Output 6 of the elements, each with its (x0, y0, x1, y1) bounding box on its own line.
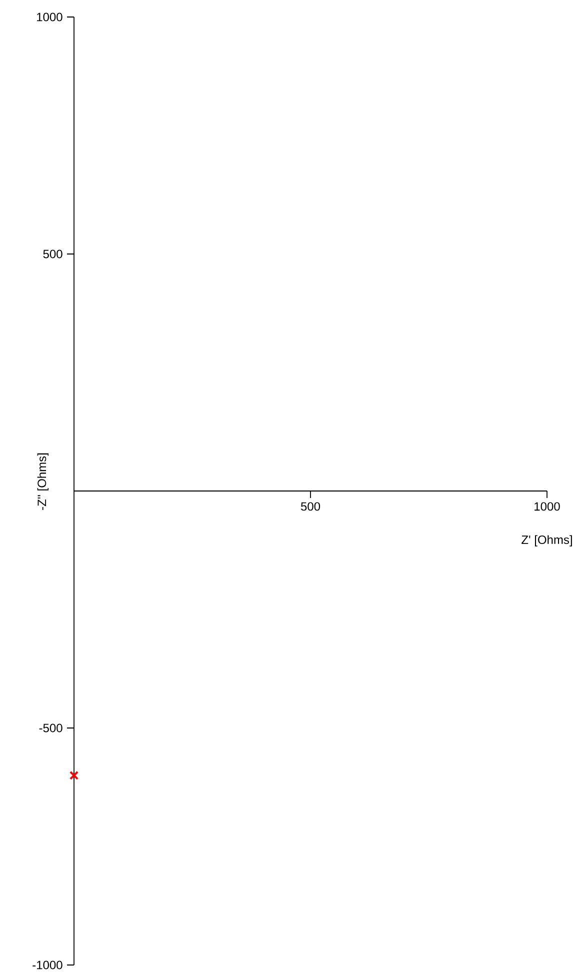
y-tick-label: -1000 (32, 960, 62, 970)
x-axis-title: Z' [Ohms] (522, 535, 572, 546)
y-tick-label: 1000 (37, 12, 62, 22)
y-tick-label: 500 (43, 250, 62, 258)
y-tick-label: -500 (39, 724, 62, 732)
y-axis-title: -Z'' [Ohms] (37, 453, 49, 510)
